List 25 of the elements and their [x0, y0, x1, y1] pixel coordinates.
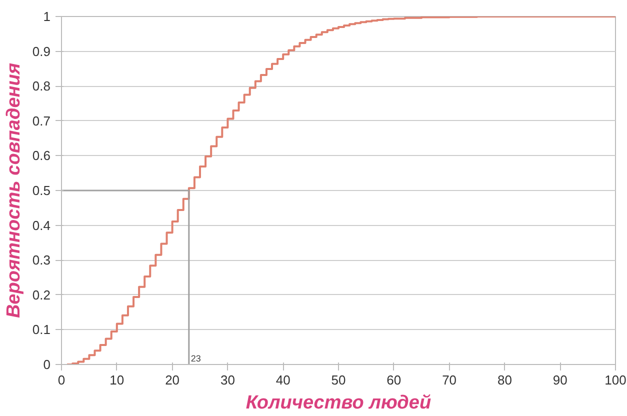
x-tick-label: 70 — [442, 372, 457, 388]
y-tick-label: 0.8 — [32, 78, 51, 94]
x-tick-label: 100 — [604, 372, 626, 388]
y-tick-label: 0.3 — [32, 252, 51, 268]
x-tick-label: 10 — [110, 372, 124, 388]
y-tick-label: 0.6 — [32, 148, 51, 164]
y-axis-title: Вероятность совпадения — [3, 62, 24, 318]
x-tick-label: 60 — [386, 372, 402, 388]
x-tick-label: 30 — [220, 372, 235, 388]
x-tick-label: 40 — [276, 372, 290, 388]
x-axis-title: Количество людей — [246, 392, 432, 414]
x-tick-label: 20 — [165, 372, 180, 388]
x-tick-label: 0 — [58, 372, 66, 388]
y-tick-label: 1 — [43, 9, 51, 24]
y-tick-label: 0.2 — [32, 287, 51, 302]
x-tick-label: 90 — [552, 372, 568, 388]
y-tick-label: 0.9 — [32, 44, 51, 59]
y-tick-label: 0.7 — [32, 113, 51, 128]
y-tick-label: 0 — [43, 357, 51, 372]
y-tick-label: 0.1 — [32, 322, 51, 338]
y-tick-label: 0.4 — [32, 218, 51, 233]
annotation: 23 — [190, 354, 201, 364]
x-tick-label: 50 — [331, 372, 346, 388]
y-tick-label: 0.5 — [32, 183, 51, 198]
x-tick-label: 80 — [497, 372, 512, 388]
